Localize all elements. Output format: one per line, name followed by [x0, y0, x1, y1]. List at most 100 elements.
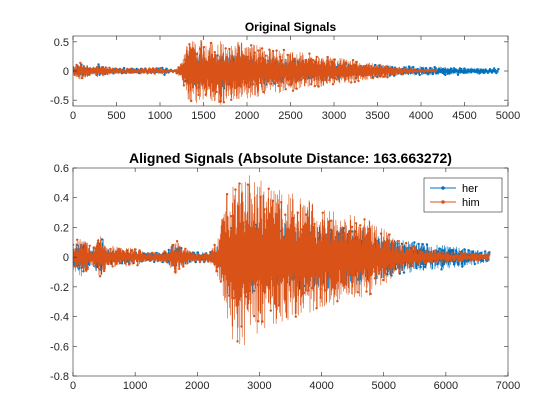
data-point	[293, 57, 296, 60]
data-point	[86, 67, 89, 70]
data-point	[117, 247, 121, 250]
data-point	[240, 325, 243, 328]
data-point	[242, 55, 246, 58]
data-point	[215, 269, 218, 273]
data-point	[463, 248, 466, 251]
data-point	[300, 61, 304, 64]
data-point	[137, 68, 140, 72]
x-tick-label: 2000	[235, 110, 259, 122]
data-point	[427, 260, 431, 263]
data-point	[131, 71, 135, 74]
y-tick-label: 0.2	[54, 222, 69, 234]
data-point	[168, 70, 171, 73]
data-point	[479, 251, 483, 255]
data-point	[353, 80, 356, 84]
data-point	[425, 252, 429, 256]
data-point	[108, 66, 111, 70]
data-point	[446, 253, 449, 256]
data-point	[442, 254, 445, 257]
data-point	[419, 265, 422, 269]
legend-label-her: her	[462, 183, 478, 195]
data-point	[423, 265, 426, 269]
data-point	[297, 62, 300, 65]
data-point	[344, 61, 347, 64]
x-tick-label: 2000	[185, 380, 209, 392]
data-point	[115, 67, 118, 71]
x-tick-label: 5000	[371, 380, 395, 392]
data-point	[124, 71, 127, 74]
data-point	[175, 72, 178, 75]
data-point	[194, 257, 197, 261]
data-point	[346, 244, 349, 247]
data-point	[186, 261, 189, 265]
data-point	[422, 70, 426, 74]
data-point	[138, 249, 141, 252]
data-point	[448, 258, 451, 261]
data-point	[295, 87, 298, 90]
data-point	[126, 67, 129, 71]
data-point	[414, 72, 417, 75]
data-point	[452, 263, 456, 266]
data-point	[484, 250, 487, 253]
data-point	[294, 315, 297, 318]
data-point	[313, 84, 316, 88]
data-point	[117, 71, 120, 74]
data-point	[410, 68, 413, 71]
data-point	[371, 244, 374, 248]
data-point	[404, 72, 407, 75]
data-point	[284, 88, 287, 91]
data-point	[179, 72, 182, 76]
chart-title-original: Original Signals	[245, 20, 337, 34]
data-point	[426, 70, 429, 73]
data-point	[333, 58, 336, 61]
data-point	[397, 71, 400, 74]
data-point	[86, 267, 89, 271]
data-point	[111, 67, 115, 71]
data-point	[429, 66, 432, 70]
data-point	[97, 68, 100, 71]
data-point	[342, 233, 345, 236]
data-point	[495, 71, 498, 75]
data-point	[163, 250, 166, 253]
data-point	[365, 290, 368, 293]
data-point	[326, 55, 329, 59]
data-point	[357, 291, 360, 294]
data-point	[430, 70, 433, 73]
data-point	[433, 70, 436, 73]
x-tick-label: 5000	[496, 110, 520, 122]
data-point	[190, 258, 193, 261]
data-point	[224, 47, 227, 50]
data-point	[211, 260, 214, 263]
data-point	[431, 72, 434, 76]
data-point	[200, 254, 204, 257]
data-point	[394, 261, 397, 264]
data-point	[76, 238, 79, 241]
data-point	[473, 257, 476, 260]
data-point	[488, 251, 491, 254]
data-point	[170, 69, 173, 72]
data-point	[471, 253, 474, 256]
data-point	[431, 68, 435, 72]
data-point	[191, 47, 195, 50]
data-point	[465, 71, 468, 74]
y-tick-label: -0.4	[50, 312, 69, 324]
data-point	[459, 251, 462, 254]
data-point	[265, 283, 268, 287]
data-point	[298, 278, 302, 281]
data-point	[465, 260, 468, 263]
data-point	[161, 66, 164, 70]
data-point	[244, 79, 247, 83]
data-point	[209, 253, 212, 256]
data-point	[463, 252, 466, 255]
data-point	[225, 193, 229, 196]
legend-label-him: him	[462, 197, 480, 209]
x-tick-label: 1000	[123, 380, 147, 392]
data-point	[140, 259, 143, 262]
data-point	[375, 239, 379, 243]
data-point	[148, 259, 152, 263]
x-tick-label: 3500	[365, 110, 389, 122]
data-point	[75, 63, 78, 67]
data-point	[136, 264, 139, 267]
data-point	[461, 70, 464, 74]
data-point	[329, 219, 333, 222]
